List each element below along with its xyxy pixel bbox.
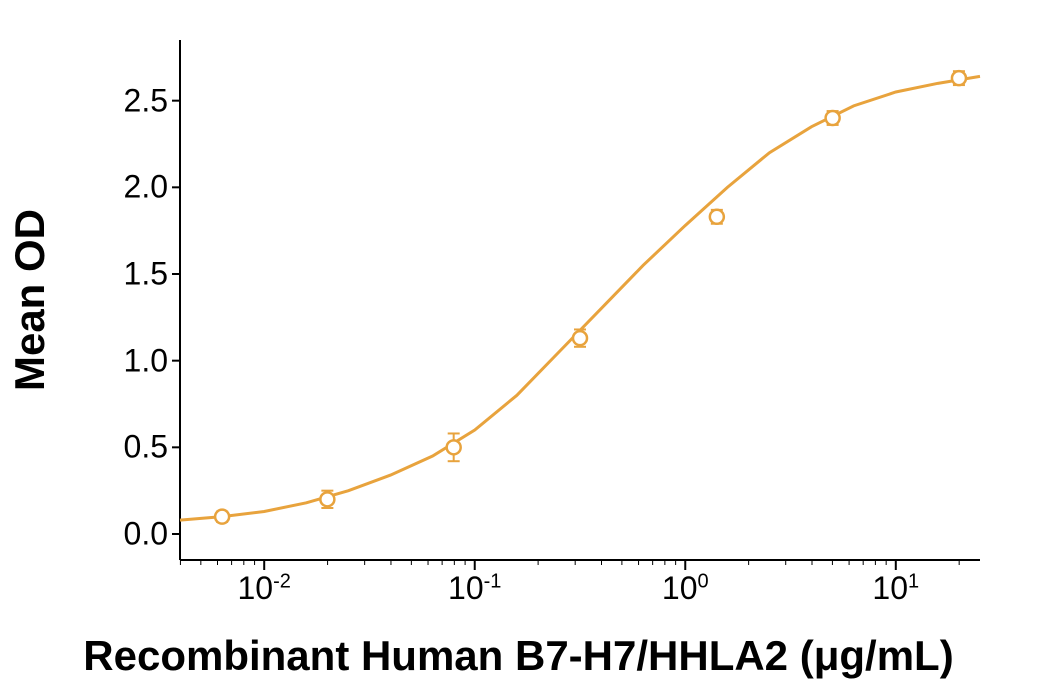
x-tick-label: 100 [662,570,709,607]
data-point [826,111,840,125]
y-tick-label: 1.0 [124,342,168,379]
data-point [215,510,229,524]
y-axis-label: Mean OD [6,209,54,391]
y-tick-label: 2.5 [124,82,168,119]
fit-curve [180,76,980,520]
data-point [710,210,724,224]
y-tick-label: 0.0 [124,516,168,553]
chart-svg [180,40,980,560]
data-point [952,71,966,85]
x-tick-label: 10-2 [238,570,291,607]
y-tick-label: 0.5 [124,429,168,466]
x-tick-label: 101 [872,570,919,607]
y-tick-label: 2.0 [124,169,168,206]
plot-area: 0.00.51.01.52.02.510-210-1100101 [180,40,980,560]
y-tick-label: 1.5 [124,256,168,293]
data-point [573,331,587,345]
data-point [447,440,461,454]
x-tick-label: 10-1 [448,570,501,607]
chart-container: Mean OD 0.00.51.01.52.02.510-210-1100101… [0,0,1037,690]
data-point [320,492,334,506]
x-axis-label: Recombinant Human B7-H7/HHLA2 (μg/mL) [0,632,1037,680]
